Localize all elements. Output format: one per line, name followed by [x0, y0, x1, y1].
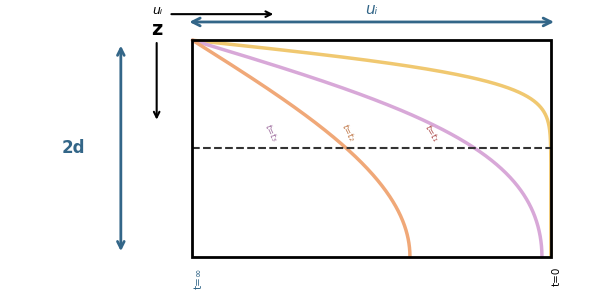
Text: uᵢ: uᵢ — [152, 4, 163, 17]
Bar — [193, 40, 551, 257]
Text: 2d: 2d — [61, 139, 85, 157]
Text: t=t₂: t=t₂ — [340, 123, 356, 143]
Text: uᵢ: uᵢ — [365, 2, 378, 17]
Text: t=t₃: t=t₃ — [262, 123, 278, 143]
Text: z: z — [151, 20, 162, 39]
Text: t=∞: t=∞ — [193, 267, 203, 288]
Text: t=0: t=0 — [552, 267, 562, 286]
Text: t=t₁: t=t₁ — [423, 123, 440, 143]
